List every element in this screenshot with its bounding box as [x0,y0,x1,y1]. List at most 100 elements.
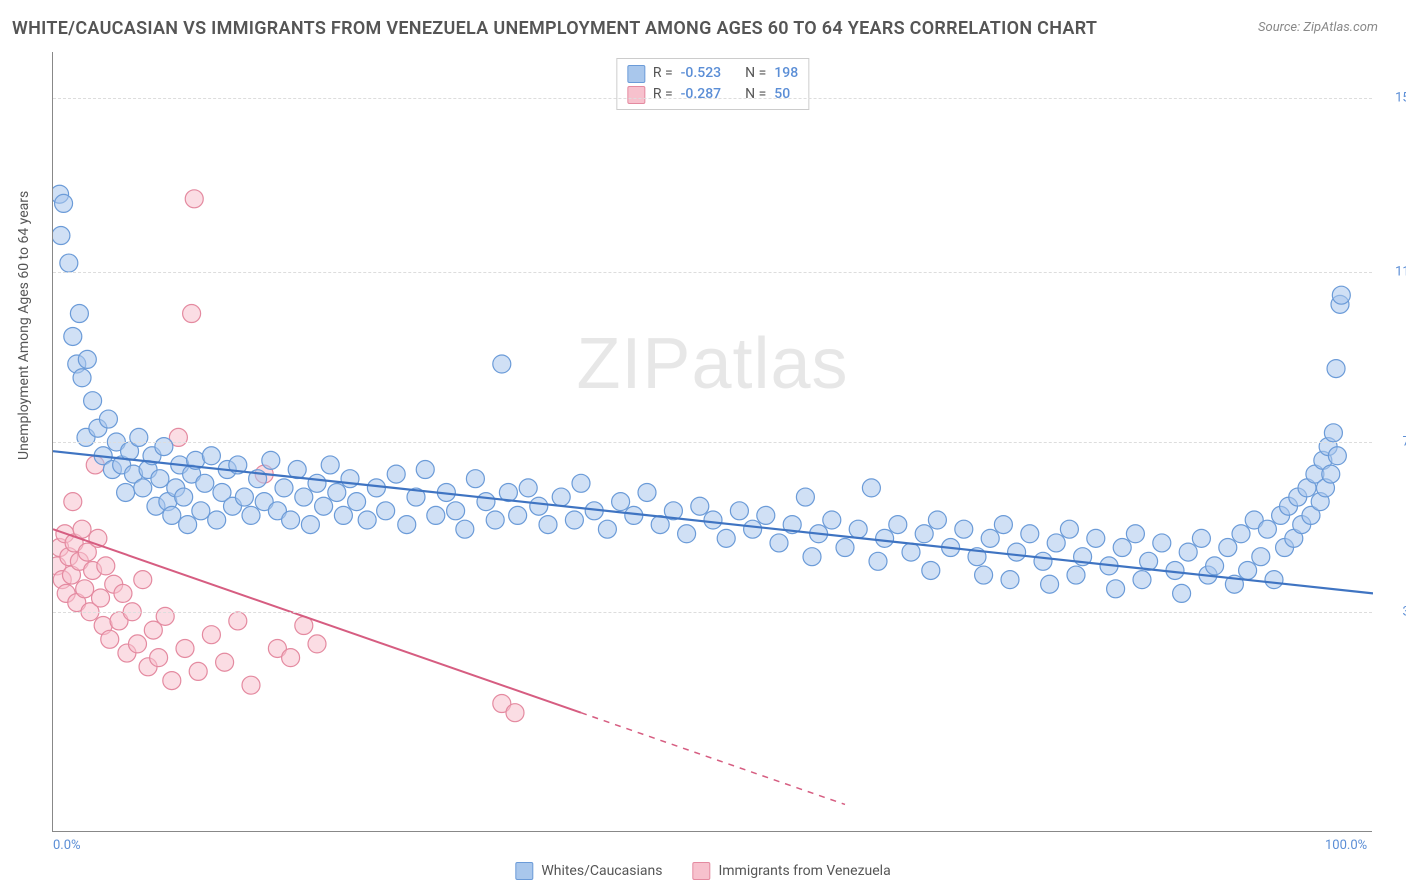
data-point [466,470,484,488]
data-point [539,516,557,534]
legend-n-label: N = [745,84,766,105]
y-tick-label: 7.5% [1402,435,1406,450]
data-point [1060,520,1078,538]
data-point [1327,360,1345,378]
legend-n-label: N = [745,63,766,84]
swatch-blue-icon [627,65,645,83]
data-point [185,190,203,208]
swatch-blue-icon [515,862,533,880]
data-point [130,428,148,446]
data-point [1258,520,1276,538]
data-point [1219,539,1237,557]
data-point [849,520,867,538]
swatch-pink-icon [692,862,710,880]
plot-area: ZIPatlas R = -0.523 N = 198 R = -0.287 N… [52,52,1372,832]
data-point [183,305,201,323]
legend-r-label: R = [653,84,673,105]
data-point [869,552,887,570]
data-point [358,511,376,529]
chart-container: WHITE/CAUCASIAN VS IMMIGRANTS FROM VENEZ… [0,0,1406,892]
data-point [163,506,181,524]
data-point [486,511,504,529]
y-axis-label: Unemployment Among Ages 60 to 64 years [16,191,32,460]
data-point [275,479,293,497]
legend-n-blue: 198 [774,63,798,84]
legend-n-pink: 50 [774,84,790,105]
data-point [565,511,583,529]
data-point [229,612,247,630]
data-point [572,474,590,492]
data-point [128,635,146,653]
data-point [308,474,326,492]
gridline [53,612,1372,613]
data-point [678,525,696,543]
data-point [321,456,339,474]
data-point [175,488,193,506]
data-point [242,506,260,524]
data-point [902,543,920,561]
data-point [208,511,226,529]
data-point [862,479,880,497]
data-point [530,497,548,515]
data-point [134,571,152,589]
x-tick-label: 100.0% [1325,838,1367,853]
data-point [367,479,385,497]
data-point [477,493,495,511]
data-point [1328,447,1346,465]
data-point [156,607,174,625]
data-point [889,516,907,534]
data-point [955,520,973,538]
gridline [53,98,1372,99]
data-point [506,704,524,722]
legend-correlation: R = -0.523 N = 198 R = -0.287 N = 50 [616,58,809,110]
data-point [114,584,132,602]
data-point [84,392,102,410]
data-point [101,630,119,648]
data-point [1133,571,1151,589]
data-point [638,483,656,501]
data-point [1179,543,1197,561]
data-point [757,506,775,524]
data-point [876,529,894,547]
data-point [176,639,194,657]
data-point [1107,580,1125,598]
data-point [155,438,173,456]
data-point [53,227,70,245]
data-point [387,465,405,483]
data-point [493,355,511,373]
data-point [1192,529,1210,547]
data-point [1087,529,1105,547]
data-point [341,470,359,488]
data-point [1001,571,1019,589]
data-point [192,502,210,520]
data-point [60,254,78,272]
data-point [427,506,445,524]
data-point [150,649,168,667]
y-tick-label: 11.2% [1395,265,1406,280]
swatch-pink-icon [627,86,645,104]
data-point [377,502,395,520]
data-point [282,649,300,667]
legend-item-blue: Whites/Caucasians [515,862,662,880]
data-point [70,305,88,323]
data-point [1021,525,1039,543]
data-point [1324,424,1342,442]
data-point [928,511,946,529]
x-tick-label: 0.0% [53,838,81,853]
data-point [398,516,416,534]
data-point [1067,566,1085,584]
y-tick-label: 3.8% [1402,604,1406,619]
data-point [134,479,152,497]
data-point [552,488,570,506]
legend-item-pink: Immigrants from Venezuela [692,862,890,880]
data-point [598,520,616,538]
data-point [179,516,197,534]
data-point [196,474,214,492]
source-label: Source: ZipAtlas.com [1258,20,1378,35]
data-point [509,506,527,524]
data-point [922,561,940,579]
data-point [915,525,933,543]
data-point [1322,465,1340,483]
data-point [328,483,346,501]
data-point [1232,525,1250,543]
